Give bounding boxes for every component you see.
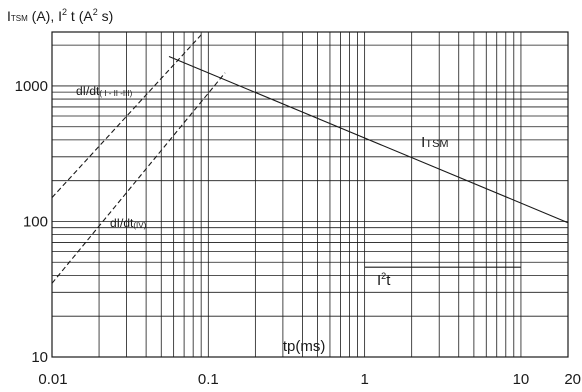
title-rest-a: (A), I <box>28 8 62 24</box>
title-rest-c: s) <box>98 8 114 24</box>
series-label-didt-1-main: dI/dt <box>76 84 100 98</box>
series-label-didt-2-sub: (IV) <box>133 221 146 230</box>
series-group <box>51 32 569 284</box>
series-line-2 <box>51 32 204 198</box>
plot-frame <box>51 31 569 358</box>
series-label-i2t-rest: t <box>386 272 391 289</box>
y-tick-label: 100 <box>23 213 48 230</box>
x-tick-label: 1 <box>360 371 368 388</box>
series-label-itsm-sub: TSM <box>425 138 448 150</box>
series-label-didt-2: dI/dt(IV) <box>110 216 147 230</box>
title-itsm-main: I <box>7 8 11 24</box>
series-label-i2t-sup: 2 <box>381 271 386 281</box>
series-label-i2t-main: I <box>377 272 381 289</box>
title-sup-1: 2 <box>62 7 67 17</box>
series-label-didt-2-main: dI/dt <box>110 216 134 230</box>
chart-title: ITSM (A), I2 t (A2 s) <box>7 7 113 24</box>
series-label-i2t: I2t <box>377 271 391 289</box>
series-line-3 <box>51 72 226 284</box>
title-itsm-sub: TSM <box>11 14 28 23</box>
tick-labels: 0.01 0.1 1 10 20 10 100 1000 <box>15 78 581 388</box>
y-tick-label: 10 <box>31 349 48 366</box>
x-tick-label: 20 <box>564 371 581 388</box>
x-axis-label: tp(ms) <box>283 338 326 355</box>
series-label-didt-1: dI/dt( I - II -III) <box>76 84 133 98</box>
grid <box>52 32 568 357</box>
series-label-didt-1-sub: ( I - II -III) <box>99 89 132 98</box>
series-label-itsm-main: I <box>421 134 425 151</box>
y-tick-label: 1000 <box>15 78 48 95</box>
series-line-0 <box>168 55 569 224</box>
x-tick-label: 0.1 <box>198 371 219 388</box>
title-rest-b: t (A <box>67 8 93 24</box>
series-label-itsm: ITSM <box>421 134 448 151</box>
title-sup-2: 2 <box>93 7 98 17</box>
x-tick-label: 10 <box>513 371 530 388</box>
x-tick-label: 0.01 <box>38 371 67 388</box>
